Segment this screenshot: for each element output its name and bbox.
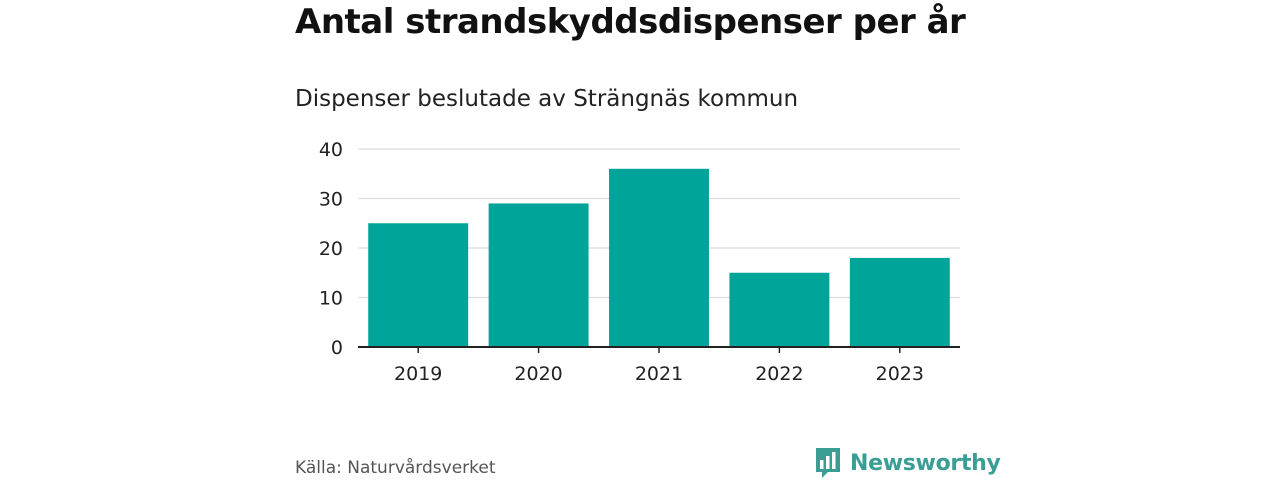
- source-note: Källa: Naturvårdsverket: [295, 458, 496, 478]
- y-tick-label: 40: [319, 139, 343, 161]
- x-axis-ticks: 2019 2020 2021 2022 2023: [394, 347, 924, 385]
- bar-2021: [609, 168, 709, 347]
- x-tick-label: 2023: [876, 363, 924, 385]
- bars: [368, 168, 950, 347]
- brand-name: Newsworthy: [850, 450, 1001, 476]
- bar-chart: 0 10 20 30 40 2019 2020 2021 2022 2023: [319, 139, 960, 385]
- bar-2023: [849, 257, 950, 347]
- x-tick-label: 2022: [755, 363, 803, 385]
- bar-2022: [729, 272, 830, 347]
- x-tick-label: 2019: [394, 363, 442, 385]
- chart-subtitle: Dispenser beslutade av Strängnäs kommun: [295, 86, 799, 112]
- x-tick-label: 2021: [635, 363, 683, 385]
- brand-logo: Newsworthy: [814, 446, 1001, 480]
- bar-2019: [368, 223, 469, 347]
- chart-title: Antal strandskyddsdispenser per år: [295, 2, 966, 42]
- y-tick-label: 30: [319, 189, 343, 211]
- bar-2020: [488, 203, 589, 347]
- y-tick-label: 20: [319, 238, 343, 260]
- y-axis-ticks: 0 10 20 30 40: [319, 139, 343, 359]
- x-tick-label: 2020: [514, 363, 562, 385]
- bar-chart-icon: [816, 448, 840, 478]
- y-tick-label: 10: [319, 288, 343, 310]
- y-tick-label: 0: [331, 337, 343, 359]
